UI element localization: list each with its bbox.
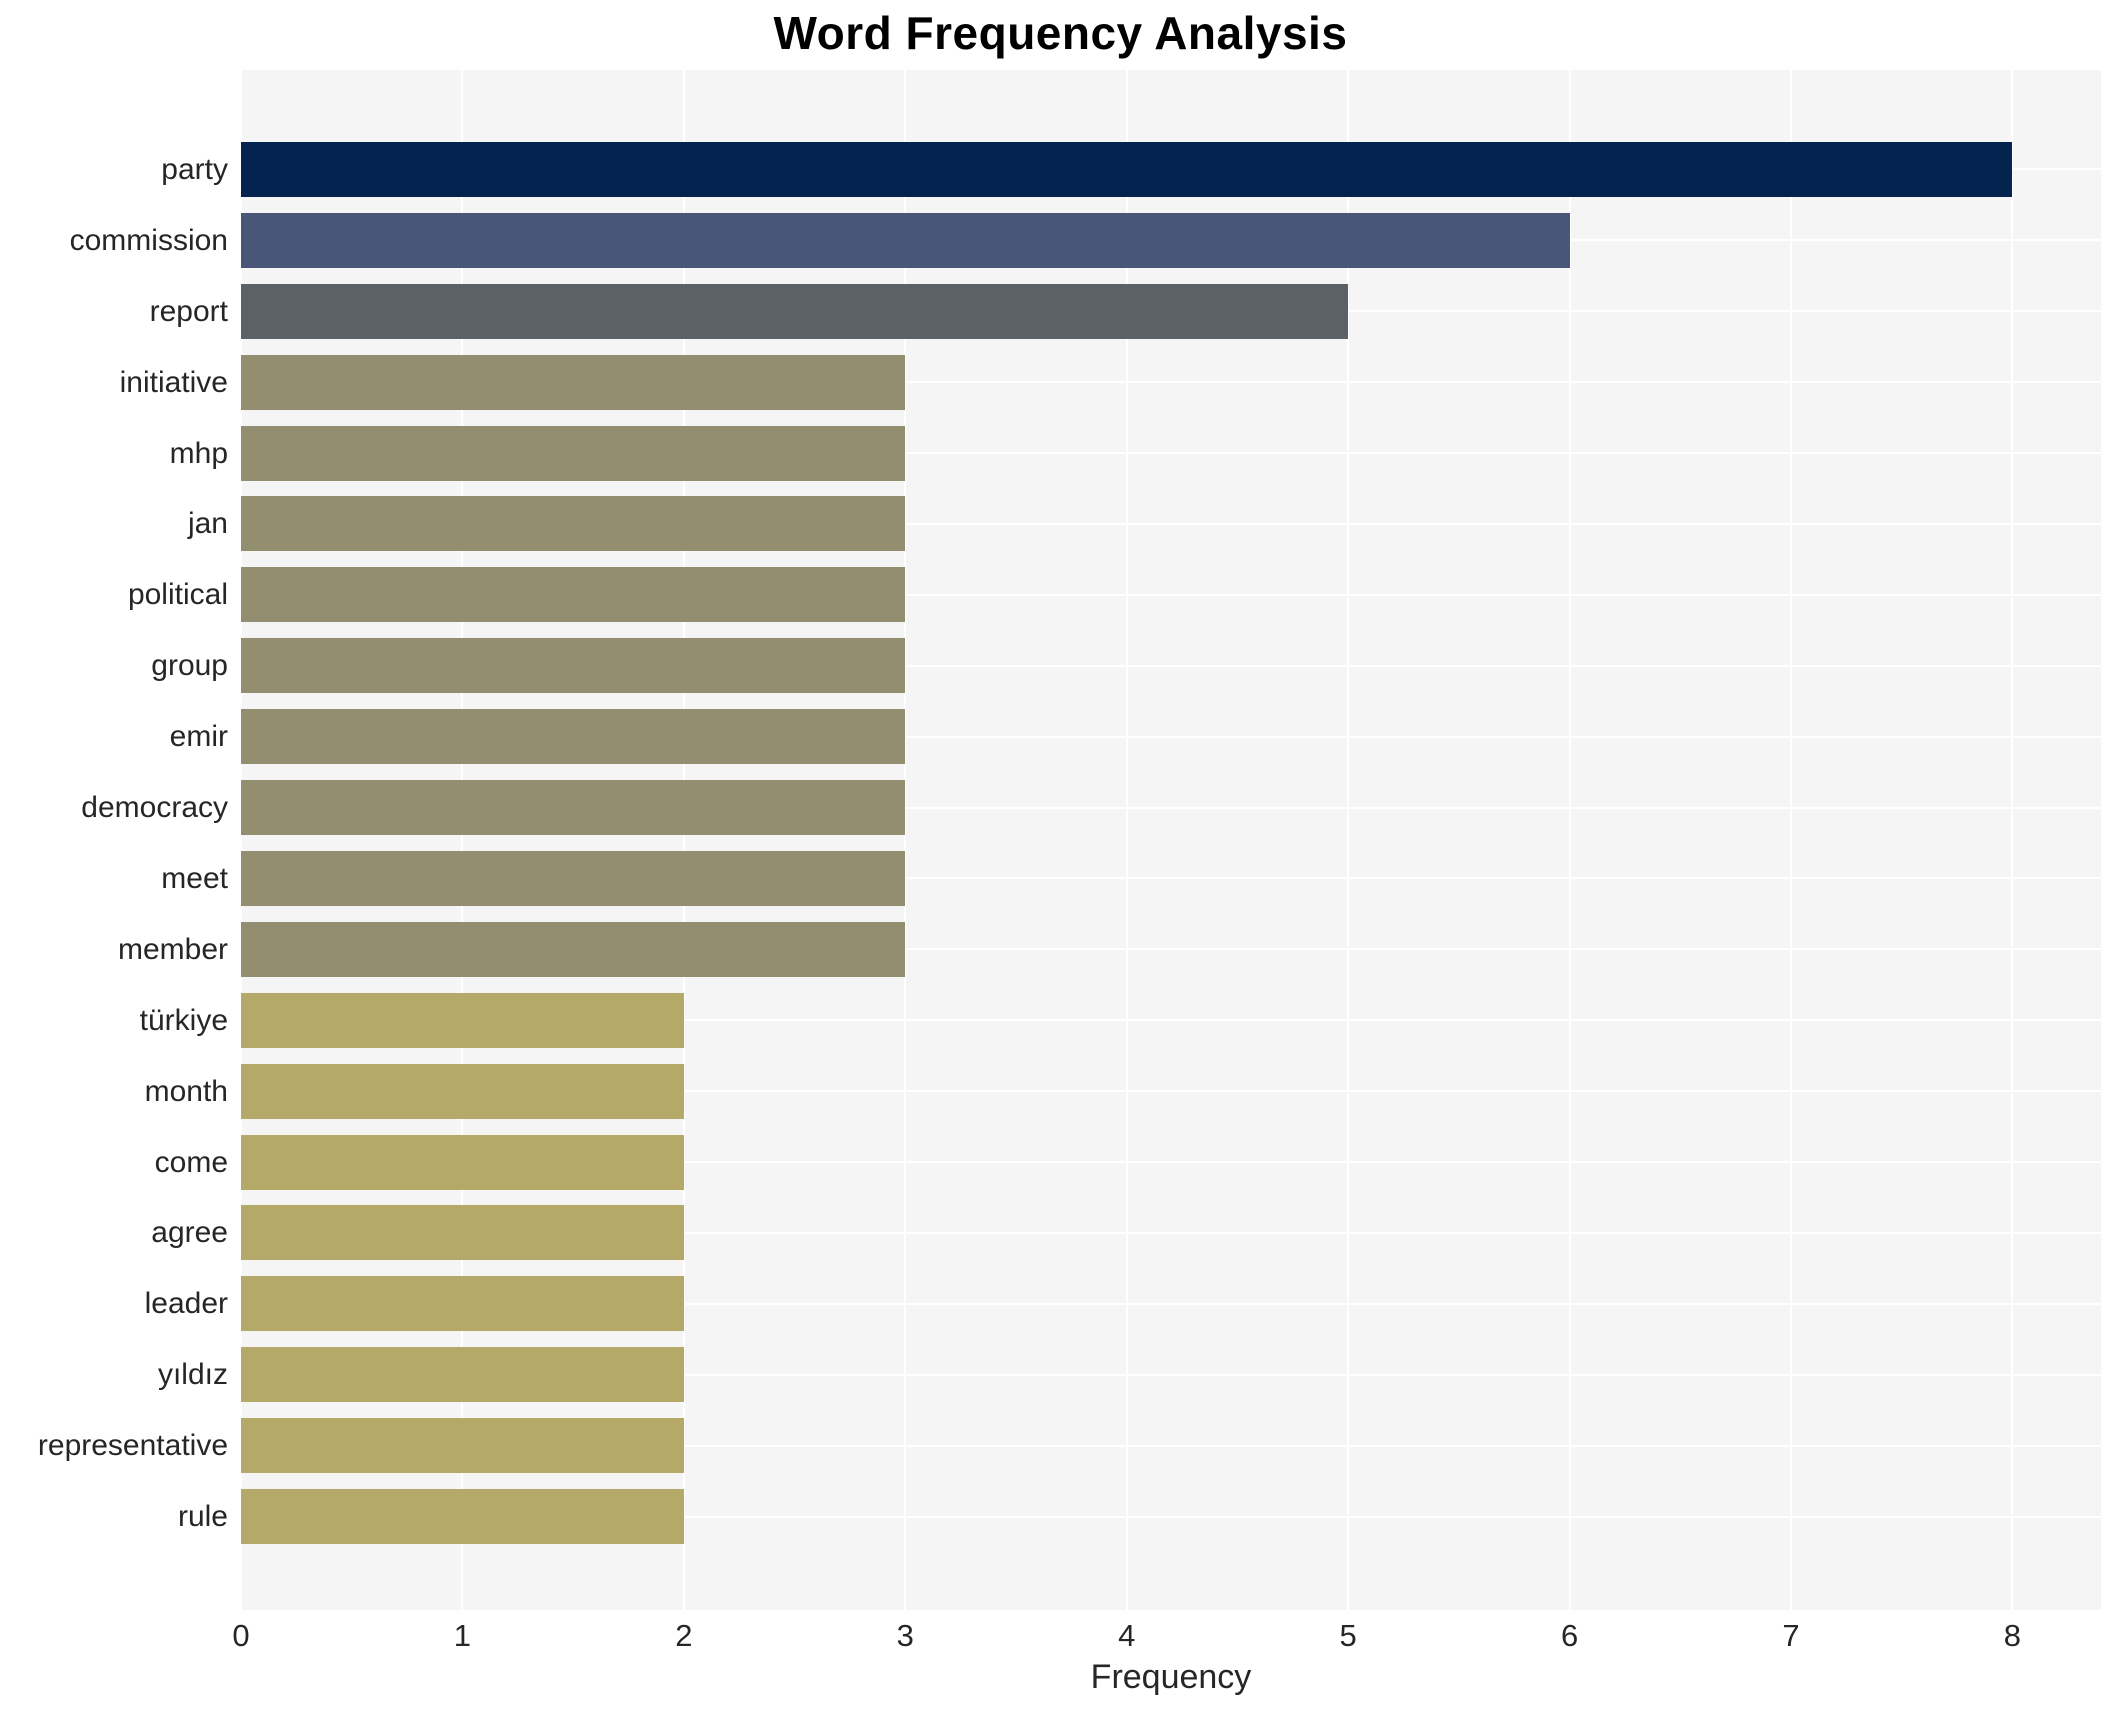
y-gridline [241,1090,2101,1093]
x-gridline-6 [1568,70,1571,1610]
y-tick-label-commission: commission [69,223,228,257]
y-tick-label-türkiye: türkiye [139,1003,228,1037]
bar-türkiye [241,992,684,1048]
y-gridline [241,452,2101,455]
y-gridline [241,381,2101,384]
y-gridline [241,948,2101,951]
bar-jan [241,496,906,552]
y-tick-label-month: month [144,1074,228,1108]
bar-leader [241,1276,684,1332]
y-gridline [241,593,2101,596]
y-tick-label-emir: emir [169,720,228,754]
bar-report [241,283,1349,339]
y-tick-label-jan: jan [187,507,228,541]
bar-mhp [241,425,906,481]
bar-member [241,921,906,977]
y-tick-label-democracy: democracy [81,791,228,825]
y-tick-label-representative: representative [37,1429,228,1463]
y-gridline [241,522,2101,525]
y-gridline [241,1515,2101,1518]
bar-agree [241,1205,684,1261]
y-gridline [241,1444,2101,1447]
y-tick-label-initiative: initiative [119,365,228,399]
y-gridline [241,1019,2101,1022]
y-gridline [241,1231,2101,1234]
y-tick-label-agree: agree [151,1216,228,1250]
y-tick-label-mhp: mhp [169,436,228,470]
y-tick-label-member: member [117,932,228,966]
bar-month [241,1063,684,1119]
y-tick-label-come: come [154,1145,228,1179]
chart-title: Word Frequency Analysis [773,7,1348,59]
x-tick-label-7: 7 [1782,1618,1800,1653]
bar-meet [241,850,906,906]
bar-group [241,638,906,694]
x-gridline-0 [240,70,242,1610]
bar-emir [241,709,906,765]
y-gridline [241,735,2101,738]
bar-democracy [241,780,906,836]
y-tick-label-meet: meet [161,861,228,895]
x-gridline-4 [1125,70,1128,1610]
y-gridline [241,1302,2101,1305]
plot-area [240,70,2101,1610]
bar-party [241,141,2013,197]
x-tick-label-3: 3 [896,1618,914,1653]
x-axis-title: Frequency [1090,1658,1252,1696]
bar-representative [241,1418,684,1474]
bar-yıldız [241,1347,684,1403]
y-gridline [241,877,2101,880]
y-tick-label-yıldız: yıldız [157,1358,228,1392]
y-gridline [241,664,2101,667]
y-axis-labels: party commission report initiative mhp jan pol… [0,70,228,1610]
x-tick-label-0: 0 [232,1618,250,1653]
x-tick-label-2: 2 [675,1618,693,1653]
x-gridline-3 [904,70,907,1610]
x-gridline-2 [682,70,685,1610]
y-tick-label-political: political [127,578,228,612]
x-tick-label-6: 6 [1560,1618,1579,1653]
bar-rule [241,1489,684,1545]
y-tick-label-party: party [161,152,228,186]
x-gridline-7 [1790,70,1792,1610]
y-tick-label-leader: leader [144,1287,228,1321]
x-tick-label-8: 8 [2003,1618,2022,1653]
y-gridline [241,1373,2101,1376]
x-gridline-5 [1347,70,1350,1610]
bar-initiative [241,354,906,410]
y-tick-label-group: group [151,649,228,683]
y-tick-label-rule: rule [177,1500,228,1534]
x-tick-label-4: 4 [1118,1618,1136,1653]
bar-commission [241,212,1570,268]
x-gridline-8 [2011,70,2014,1610]
x-tick-label-1: 1 [453,1618,472,1653]
x-gridline-1 [461,70,464,1610]
x-tick-label-5: 5 [1339,1618,1357,1653]
y-gridline [241,1161,2101,1164]
y-gridline [241,806,2101,809]
x-axis-ticks: 0 1 2 3 4 5 6 7 8 [232,1610,2101,1654]
y-tick-label-report: report [149,294,228,328]
bar-come [241,1134,684,1190]
bar-political [241,567,906,623]
